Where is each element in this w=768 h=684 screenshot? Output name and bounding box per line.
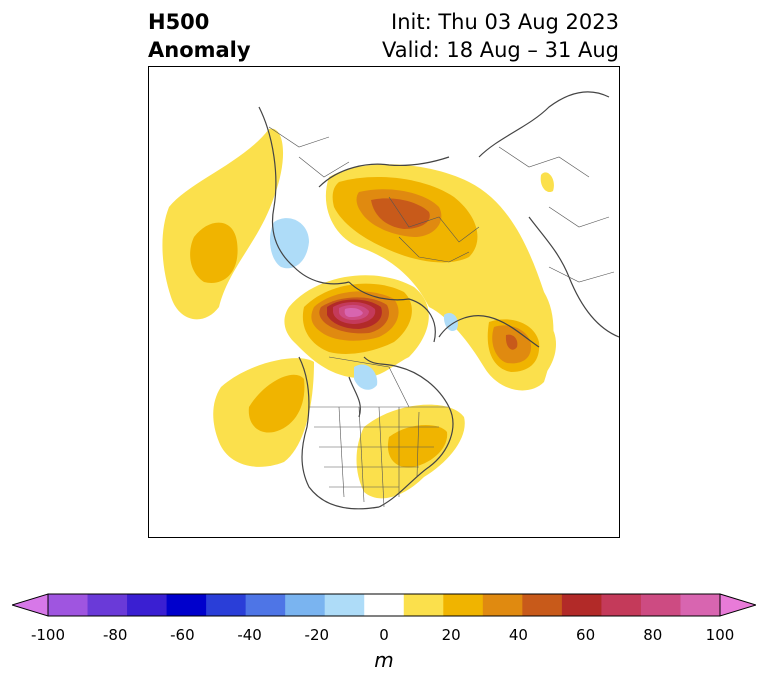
colorbar-extend-high bbox=[719, 593, 758, 617]
colorbar bbox=[10, 592, 758, 622]
map-dates: Init: Thu 03 Aug 2023 Valid: 18 Aug – 31… bbox=[382, 8, 619, 64]
colorbar-bin bbox=[87, 594, 128, 616]
colorbar-bin bbox=[601, 594, 642, 616]
colorbar-bin bbox=[324, 594, 365, 616]
colorbar-bin bbox=[166, 594, 207, 616]
colorbar-tick-label: 40 bbox=[508, 626, 528, 644]
colorbar-bin bbox=[285, 594, 326, 616]
init-date: Init: Thu 03 Aug 2023 bbox=[391, 10, 619, 34]
title-variable: H500 bbox=[148, 10, 210, 34]
colorbar-tick-label: 60 bbox=[576, 626, 596, 644]
valid-range: Valid: 18 Aug – 31 Aug bbox=[381, 38, 619, 62]
colorbar-tick-label: -20 bbox=[304, 626, 330, 644]
colorbar-bin bbox=[245, 594, 286, 616]
colorbar-tick-label: 20 bbox=[441, 626, 461, 644]
colorbar-tick-label: 0 bbox=[379, 626, 389, 644]
colorbar-tick-label: -60 bbox=[170, 626, 195, 644]
colorbar-bin bbox=[48, 594, 89, 616]
colorbar-bin bbox=[127, 594, 168, 616]
anomaly-map bbox=[162, 91, 619, 510]
colorbar-bin bbox=[364, 594, 405, 616]
colorbar-tick-label: 80 bbox=[643, 626, 663, 644]
colorbar-frame bbox=[47, 593, 721, 617]
colorbar-bin bbox=[522, 594, 563, 616]
negative-anomaly-hudson bbox=[354, 364, 378, 390]
map-panel bbox=[148, 66, 620, 538]
map-title: H500 Anomaly bbox=[148, 8, 251, 64]
colorbar-bin bbox=[680, 594, 721, 616]
colorbar-bin bbox=[640, 594, 681, 616]
political-borders bbox=[268, 126, 615, 508]
colorbar-tick-label: -100 bbox=[30, 626, 66, 644]
title-type: Anomaly bbox=[148, 38, 251, 62]
coastlines bbox=[258, 91, 619, 510]
anomaly-contours bbox=[162, 128, 557, 499]
colorbar-svg bbox=[10, 593, 758, 617]
positive-anomaly-far-east bbox=[540, 172, 554, 193]
colorbar-bin bbox=[403, 594, 444, 616]
colorbar-tick-label: -80 bbox=[102, 626, 128, 644]
colorbar-unit: m bbox=[374, 648, 394, 672]
colorbar-bin bbox=[482, 594, 523, 616]
colorbar-tick-label: 100 bbox=[705, 626, 735, 644]
negative-anomaly-north-america-west bbox=[269, 218, 309, 269]
negative-anomaly-scandinavia bbox=[443, 312, 458, 332]
colorbar-extend-low bbox=[10, 593, 49, 617]
colorbar-tick-label: -40 bbox=[237, 626, 262, 644]
colorbar-bin bbox=[443, 594, 484, 616]
colorbar-bin bbox=[206, 594, 247, 616]
colorbar-bin bbox=[561, 594, 602, 616]
